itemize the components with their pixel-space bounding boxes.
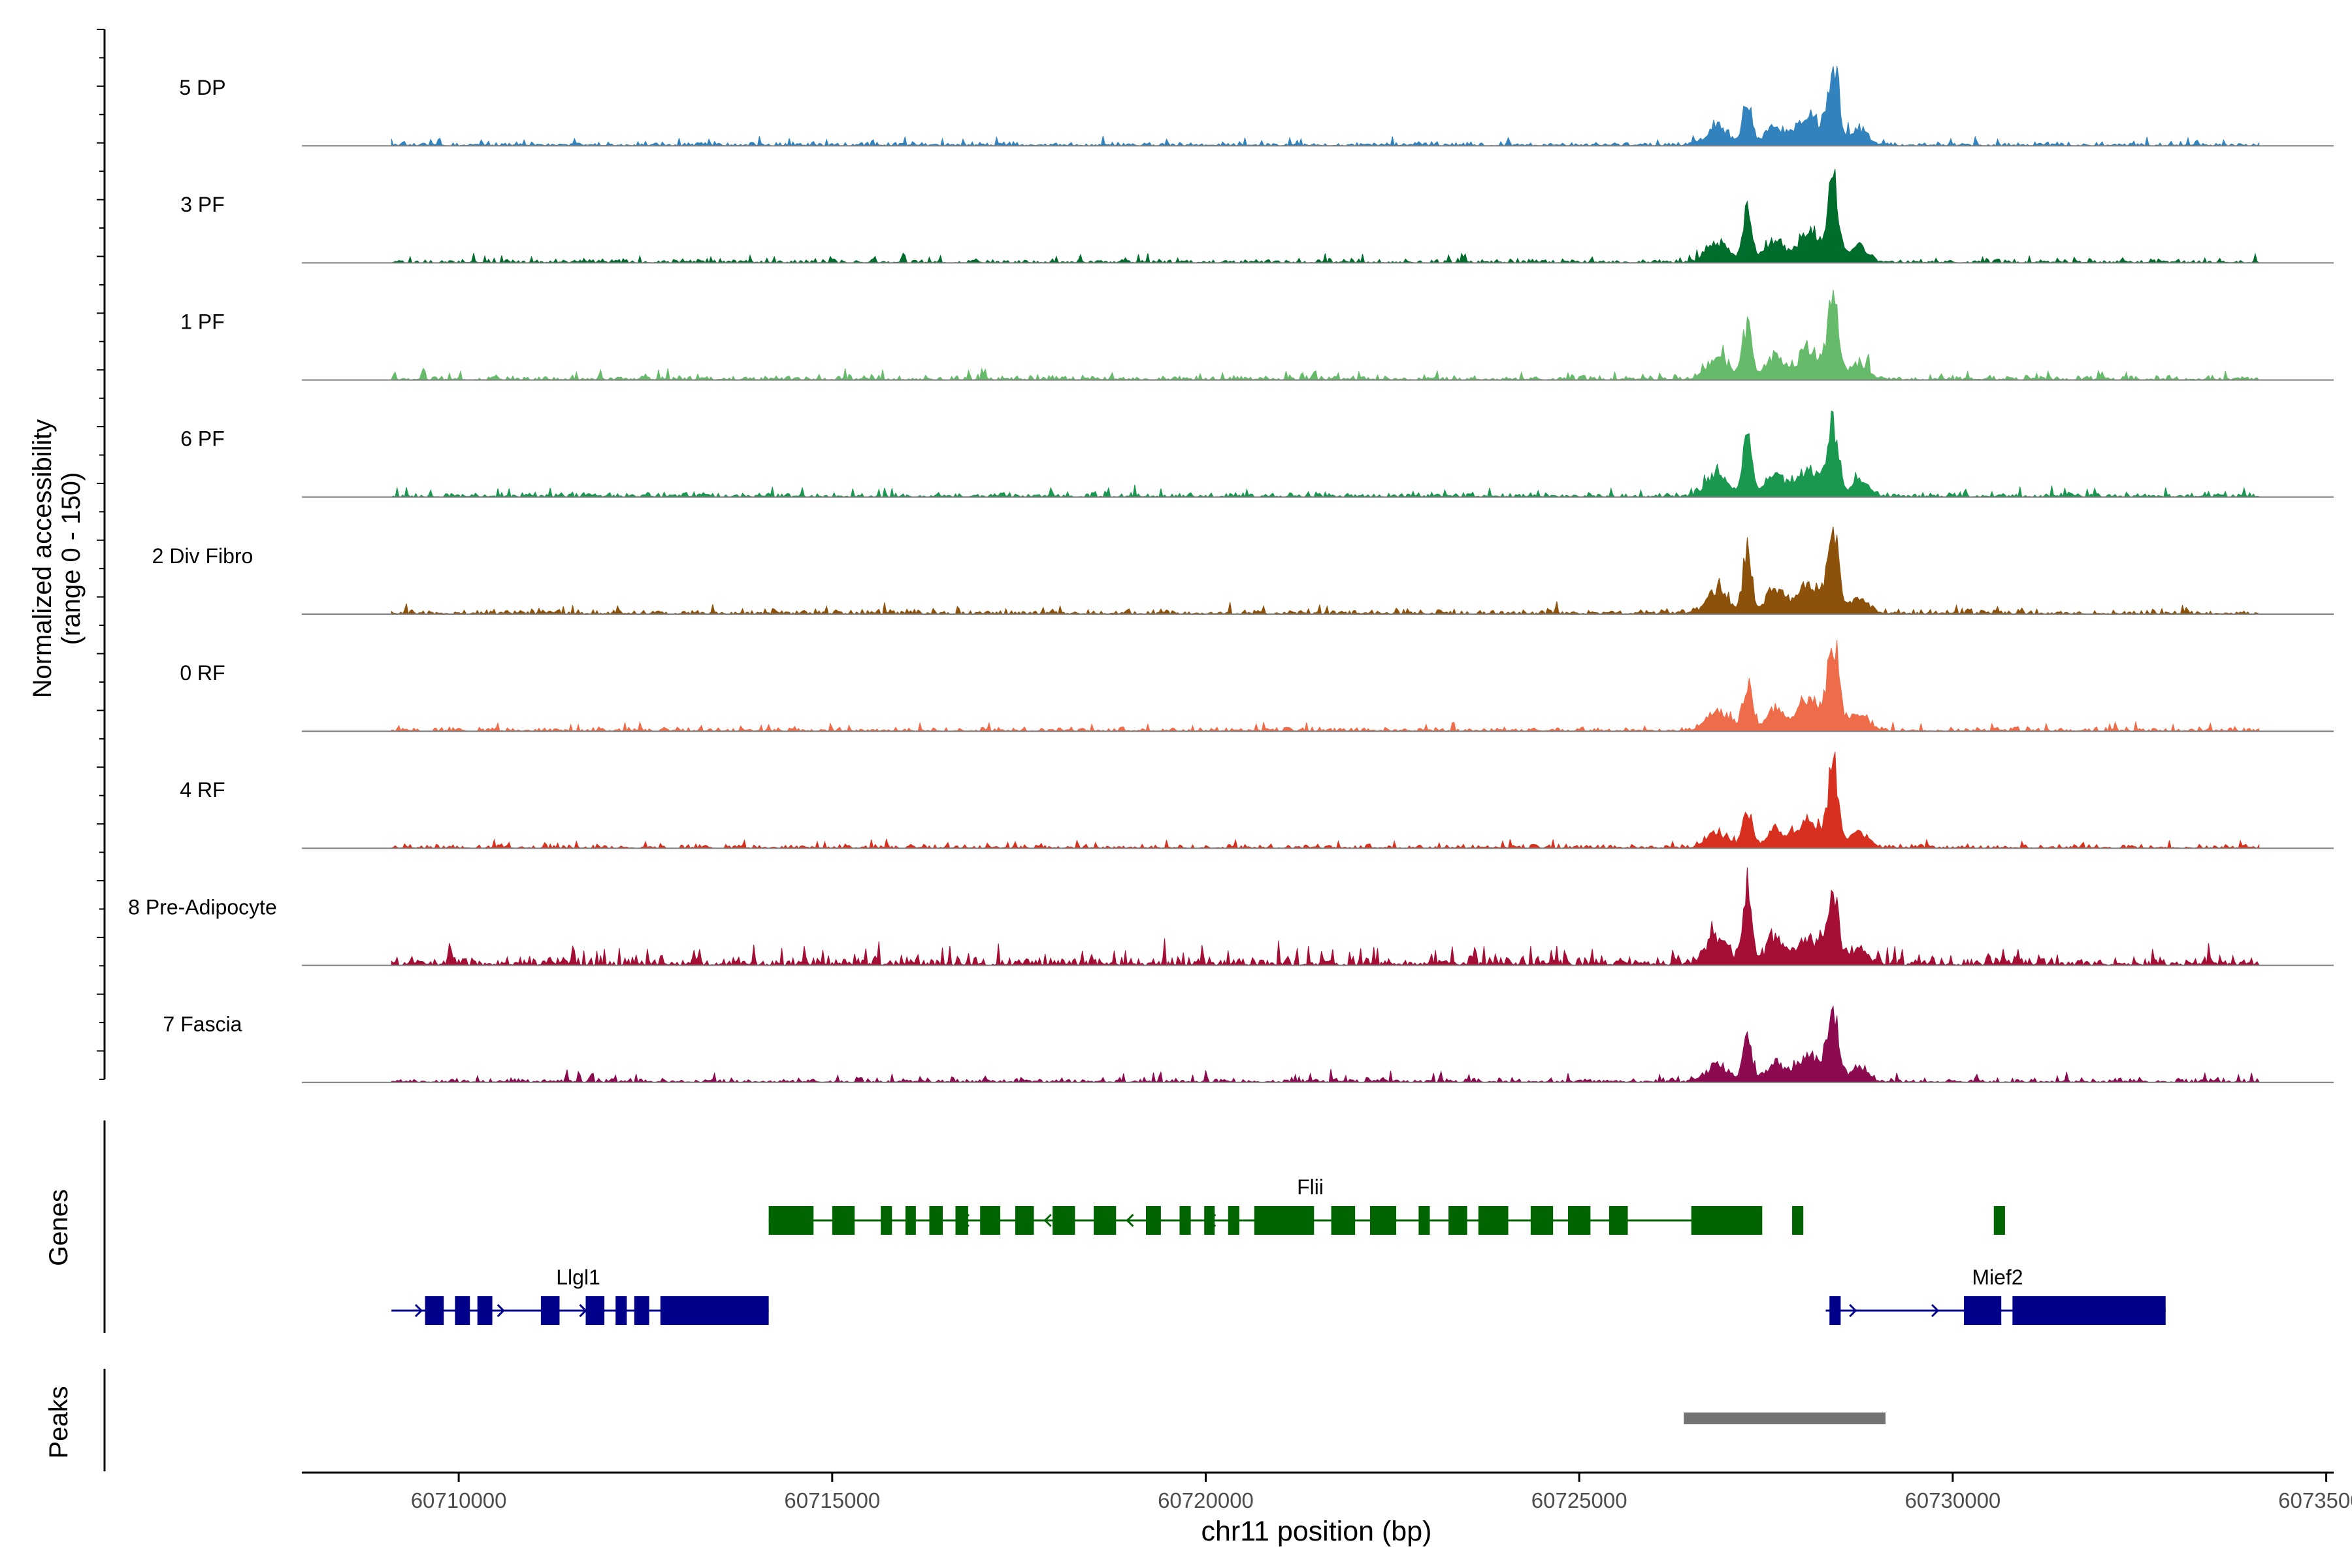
gene-exon	[1829, 1296, 1841, 1325]
gene-exon	[1964, 1296, 2002, 1325]
gene-label: Mief2	[1972, 1266, 2023, 1289]
track-label: 7 Fascia	[163, 1013, 242, 1036]
gene-exon	[768, 1206, 814, 1235]
gene-exon	[2012, 1296, 2166, 1325]
track-label: 0 RF	[180, 661, 225, 685]
genes-axis-title: Genes	[44, 1189, 73, 1266]
gene-mief2: Mief2	[1825, 1266, 2166, 1325]
strand-arrow	[1849, 1303, 1857, 1318]
coverage-area	[391, 867, 2260, 967]
gene-exon	[1204, 1206, 1215, 1235]
track-7-fascia: 7 Fascia	[163, 1005, 2334, 1084]
coverage-area	[391, 1005, 2260, 1084]
track-8-pre-adipocyte: 8 Pre-Adipocyte	[128, 867, 2334, 967]
x-tick-label: 60715000	[784, 1488, 880, 1512]
coverage-area	[391, 289, 2260, 381]
x-tick-label: 60725000	[1531, 1488, 1627, 1512]
gene-exon	[1146, 1206, 1161, 1235]
coverage-track-panel: 5 DP 3 PF 1 PF 6 PF 2 Div Fibro 0 RF 4 RF 8 Pre…	[97, 29, 2334, 1084]
y-axis-title-line2: (range 0 - 150)	[57, 472, 86, 645]
x-tick-label: 60720000	[1158, 1488, 1254, 1512]
gene-exon	[477, 1296, 493, 1325]
track-0-rf: 0 RF	[180, 640, 2334, 732]
genes-panel: Flii Llgl1 Mief2	[103, 1120, 2166, 1333]
coverage-area	[391, 65, 2260, 147]
gene-label: Flii	[1297, 1175, 1324, 1199]
track-1-pf: 1 PF	[180, 289, 2334, 381]
track-4-rf: 4 RF	[180, 751, 2334, 849]
track-3-pf: 3 PF	[180, 169, 2334, 265]
gene-exon	[1418, 1206, 1430, 1235]
peaks-axis-title: Peaks	[44, 1386, 73, 1458]
track-6-pf: 6 PF	[180, 410, 2334, 498]
track-label: 6 PF	[180, 427, 225, 451]
track-label: 4 RF	[180, 778, 225, 802]
strand-arrow	[497, 1303, 505, 1318]
gene-exon	[1568, 1206, 1591, 1235]
track-2-div-fibro: 2 Div Fibro	[152, 527, 2334, 615]
x-tick-label: 60710000	[411, 1488, 507, 1512]
gene-exon	[1370, 1206, 1397, 1235]
gene-exon	[1228, 1206, 1239, 1235]
gene-exon	[634, 1296, 649, 1325]
peak-region	[1684, 1413, 1886, 1424]
gene-exon	[832, 1206, 855, 1235]
gene-exon	[1331, 1206, 1356, 1235]
coverage-area	[391, 169, 2260, 265]
gene-exon	[1093, 1206, 1117, 1235]
gene-exon	[980, 1206, 1001, 1235]
gene-exon	[1609, 1206, 1628, 1235]
strand-arrow	[1931, 1303, 1940, 1318]
gene-label: Llgl1	[556, 1266, 600, 1289]
coverage-area	[391, 527, 2260, 615]
gene-exon	[540, 1296, 560, 1325]
gene-exon	[1993, 1206, 2005, 1235]
gene-exon	[1053, 1206, 1075, 1235]
track-label: 2 Div Fibro	[152, 544, 253, 568]
gene-exon	[881, 1206, 892, 1235]
gene-llgl1: Llgl1	[391, 1266, 769, 1325]
peaks-panel	[103, 1369, 1886, 1471]
gene-exon	[955, 1206, 968, 1235]
gene-exon	[929, 1206, 943, 1235]
track-5-dp: 5 DP	[179, 65, 2334, 147]
gene-exon	[1691, 1206, 1763, 1235]
coverage-area	[391, 410, 2260, 498]
gene-exon	[1478, 1206, 1509, 1235]
gene-exon	[905, 1206, 916, 1235]
track-label: 5 DP	[179, 76, 225, 99]
gene-exon	[660, 1296, 769, 1325]
x-tick-label: 60730000	[1904, 1488, 2001, 1512]
gene-exon	[1530, 1206, 1554, 1235]
gene-exon	[585, 1296, 605, 1325]
track-label: 1 PF	[180, 310, 225, 333]
y-axis-title-line1: Normalized accessibility	[28, 419, 57, 698]
gene-flii: Flii	[768, 1175, 2005, 1235]
gene-exon	[1448, 1206, 1467, 1235]
x-axis: 60710000 60715000 60720000 60725000 60730000…	[302, 1471, 2352, 1512]
track-label: 3 PF	[180, 193, 225, 216]
gene-exon	[455, 1296, 470, 1325]
track-label: 8 Pre-Adipocyte	[128, 895, 277, 919]
gene-exon	[425, 1296, 444, 1325]
gene-exon	[1254, 1206, 1315, 1235]
strand-arrow	[1043, 1213, 1052, 1228]
x-axis-title: chr11 position (bp)	[1201, 1516, 1432, 1547]
coverage-area	[391, 640, 2260, 732]
x-tick-label: 60735000	[2278, 1488, 2352, 1512]
strand-arrow	[1126, 1213, 1134, 1228]
gene-exon	[1015, 1206, 1034, 1235]
gene-exon	[1179, 1206, 1191, 1235]
gene-exon	[615, 1296, 627, 1325]
gene-exon	[1792, 1206, 1804, 1235]
strand-arrow	[414, 1303, 423, 1318]
coverage-area	[391, 751, 2260, 849]
